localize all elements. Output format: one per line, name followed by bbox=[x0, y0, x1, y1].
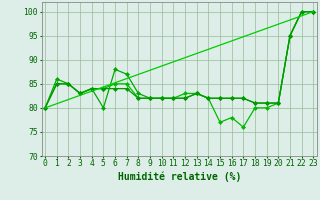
X-axis label: Humidité relative (%): Humidité relative (%) bbox=[117, 171, 241, 182]
